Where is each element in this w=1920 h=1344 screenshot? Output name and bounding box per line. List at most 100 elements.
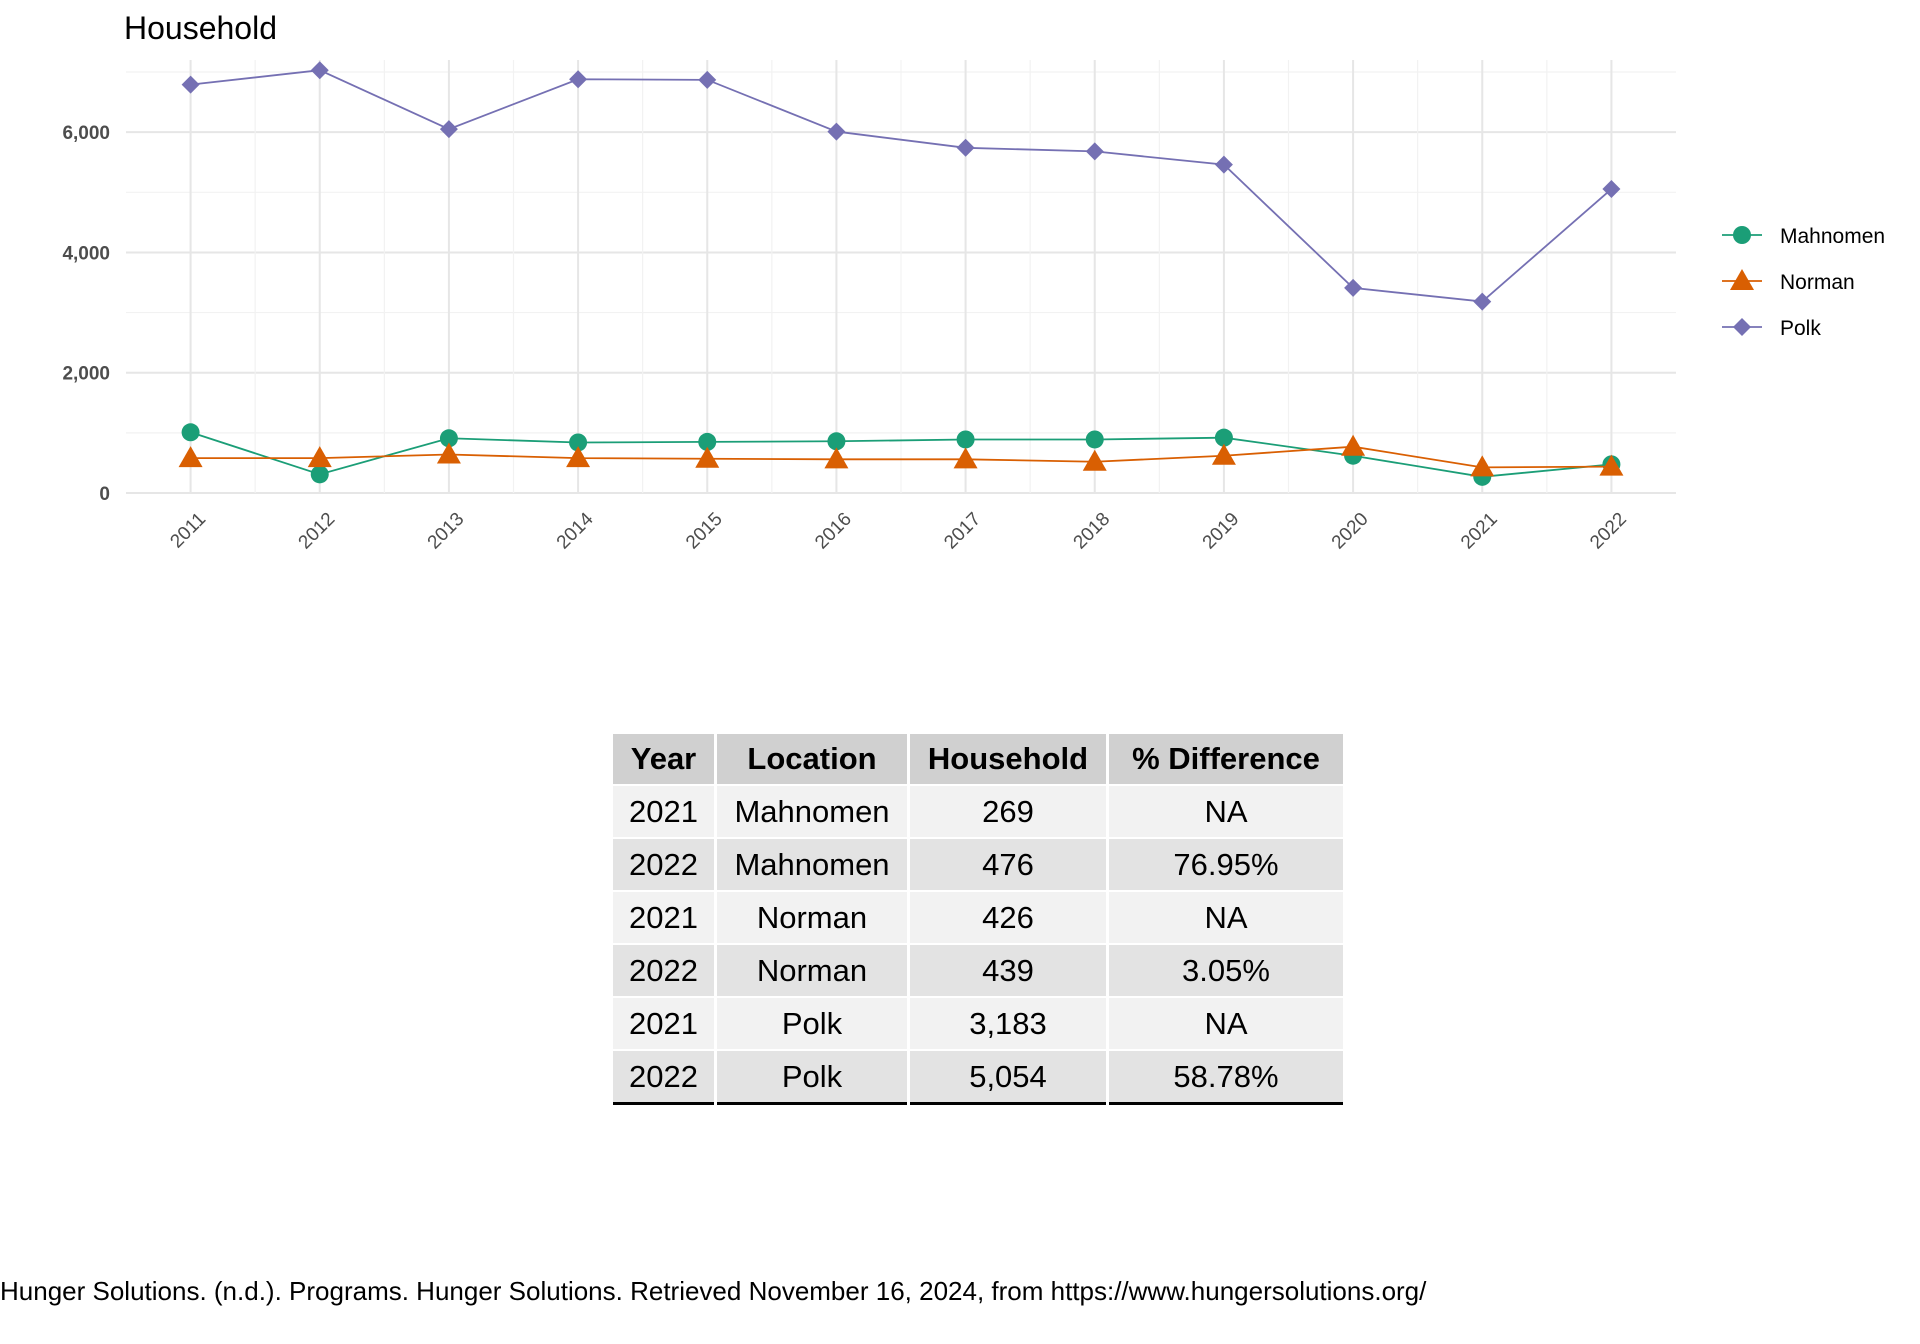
data-point-polk (1473, 292, 1492, 311)
x-tick-label: 2014 (553, 508, 598, 553)
data-point-polk (1214, 155, 1233, 174)
data-point-mahnomen (698, 432, 717, 451)
cell-year: 2021 (613, 892, 714, 943)
series-line-norman (190, 445, 1612, 469)
legend-marker-mahnomen (1733, 226, 1751, 244)
data-point-norman (178, 446, 203, 468)
x-tick-label: 2011 (166, 509, 210, 553)
data-point-norman (1211, 443, 1236, 465)
data-point-polk (1602, 180, 1621, 199)
table-row: 2021 Mahnomen 269 NA (613, 786, 1343, 837)
data-point-polk (956, 138, 975, 157)
table-row: 2021 Norman 426 NA (613, 892, 1343, 943)
header-location: Location (717, 734, 907, 784)
y-axis-ticks: 0 2,000 4,000 6,000 (62, 123, 110, 505)
chart-title: Household (124, 10, 277, 46)
data-point-norman (1470, 455, 1495, 477)
x-tick-label: 2021 (1457, 509, 1502, 554)
cell-location: Norman (717, 945, 907, 996)
cell-difference: NA (1109, 892, 1343, 943)
cell-household: 3,183 (910, 998, 1106, 1049)
header-household: Household (910, 734, 1106, 784)
x-axis-ticks: 2011 2012 2013 2014 2015 2016 2017 2018 2019 2020… (166, 508, 1631, 553)
data-point-norman (953, 447, 978, 469)
cell-year: 2022 (613, 1051, 714, 1105)
cell-location: Polk (717, 1051, 907, 1105)
table-row: 2022 Polk 5,054 58.78% (613, 1051, 1343, 1105)
cell-difference: 3.05% (1109, 945, 1343, 996)
x-tick-label: 2020 (1328, 509, 1373, 554)
data-point-norman (1599, 454, 1624, 476)
cell-location: Mahnomen (717, 786, 907, 837)
cell-household: 5,054 (910, 1051, 1106, 1105)
table-row: 2021 Polk 3,183 NA (613, 998, 1343, 1049)
x-tick-label: 2017 (940, 509, 985, 554)
cell-difference: NA (1109, 998, 1343, 1049)
data-point-norman (436, 442, 461, 464)
legend-label-norman: Norman (1780, 271, 1855, 294)
legend-marker-polk (1733, 318, 1751, 336)
data-point-norman (566, 446, 591, 468)
data-point-mahnomen (956, 430, 975, 449)
data-point-polk (310, 61, 329, 80)
y-tick-label: 0 (99, 484, 110, 505)
cell-household: 476 (910, 839, 1106, 890)
data-point-polk (1344, 278, 1363, 297)
data-point-mahnomen (439, 429, 458, 448)
y-tick-label: 6,000 (62, 123, 110, 144)
table-header-row: Year Location Household % Difference (613, 734, 1343, 784)
cell-year: 2021 (613, 786, 714, 837)
cell-household: 426 (910, 892, 1106, 943)
data-point-mahnomen (1085, 430, 1104, 449)
cell-year: 2022 (613, 839, 714, 890)
x-tick-label: 2012 (295, 509, 340, 554)
table-row: 2022 Mahnomen 476 76.95% (613, 839, 1343, 890)
cell-household: 269 (910, 786, 1106, 837)
series-line-mahnomen (190, 431, 1612, 478)
data-point-mahnomen (1214, 428, 1233, 447)
x-tick-label: 2018 (1070, 509, 1115, 554)
data-point-polk (181, 75, 200, 94)
x-tick-label: 2016 (811, 509, 856, 554)
cell-year: 2022 (613, 945, 714, 996)
data-point-norman (1341, 434, 1366, 456)
x-tick-label: 2019 (1199, 509, 1244, 554)
legend-label-polk: Polk (1780, 317, 1821, 340)
data-point-mahnomen (827, 432, 846, 451)
cell-difference: 58.78% (1109, 1051, 1343, 1105)
series-line-polk (190, 69, 1613, 303)
data-point-polk (698, 70, 717, 89)
data-point-norman (695, 446, 720, 468)
source-caption: Hunger Solutions. (n.d.). Programs. Hung… (0, 1276, 1427, 1306)
cell-household: 439 (910, 945, 1106, 996)
cell-location: Norman (717, 892, 907, 943)
legend-marker-norman (1730, 269, 1754, 290)
legend: Mahnomen Norman Polk (1722, 225, 1885, 340)
cell-difference: 76.95% (1109, 839, 1343, 890)
data-point-polk (569, 70, 588, 89)
series-layer (178, 61, 1624, 486)
data-point-polk (827, 122, 846, 141)
data-point-norman (824, 447, 849, 469)
data-point-polk (439, 120, 458, 139)
data-point-mahnomen (569, 433, 588, 452)
x-tick-label: 2015 (682, 509, 727, 554)
data-point-mahnomen (310, 465, 329, 484)
cell-location: Polk (717, 998, 907, 1049)
legend-label-mahnomen: Mahnomen (1780, 225, 1885, 248)
cell-difference: NA (1109, 786, 1343, 837)
data-point-norman (307, 446, 332, 468)
x-tick-label: 2013 (424, 509, 469, 554)
data-point-norman (1082, 449, 1107, 471)
table-row: 2022 Norman 439 3.05% (613, 945, 1343, 996)
y-tick-label: 2,000 (62, 364, 110, 385)
header-year: Year (613, 734, 714, 784)
data-point-polk (1085, 142, 1104, 161)
x-tick-label: 2022 (1586, 509, 1631, 554)
cell-location: Mahnomen (717, 839, 907, 890)
summary-table: Year Location Household % Difference 202… (610, 732, 1346, 1107)
header-difference: % Difference (1109, 734, 1343, 784)
grid-lines (126, 60, 1676, 494)
y-tick-label: 4,000 (62, 243, 110, 264)
